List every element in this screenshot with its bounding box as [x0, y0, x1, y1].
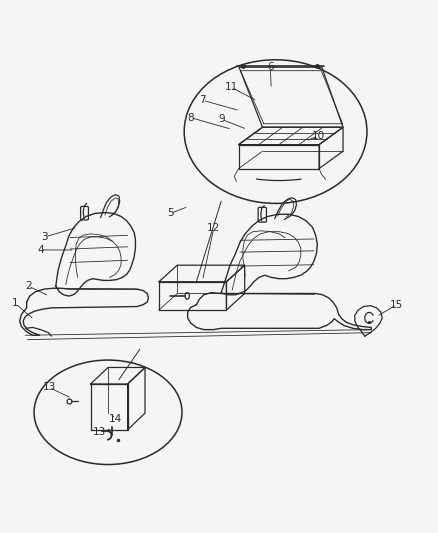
Text: 11: 11	[225, 82, 238, 92]
Text: 3: 3	[42, 232, 48, 242]
Text: 9: 9	[218, 115, 225, 124]
Text: 8: 8	[187, 112, 194, 123]
Text: 4: 4	[37, 245, 44, 255]
Text: 13: 13	[42, 383, 56, 392]
Text: 2: 2	[25, 281, 32, 291]
Text: 15: 15	[390, 300, 403, 310]
Text: 12: 12	[207, 223, 220, 233]
Text: 7: 7	[199, 95, 206, 105]
Text: 14: 14	[109, 414, 122, 424]
Text: 5: 5	[167, 208, 173, 219]
Text: 6: 6	[267, 62, 274, 72]
Text: 1: 1	[12, 298, 19, 309]
Text: 10: 10	[312, 131, 325, 141]
Text: 13: 13	[93, 427, 106, 437]
